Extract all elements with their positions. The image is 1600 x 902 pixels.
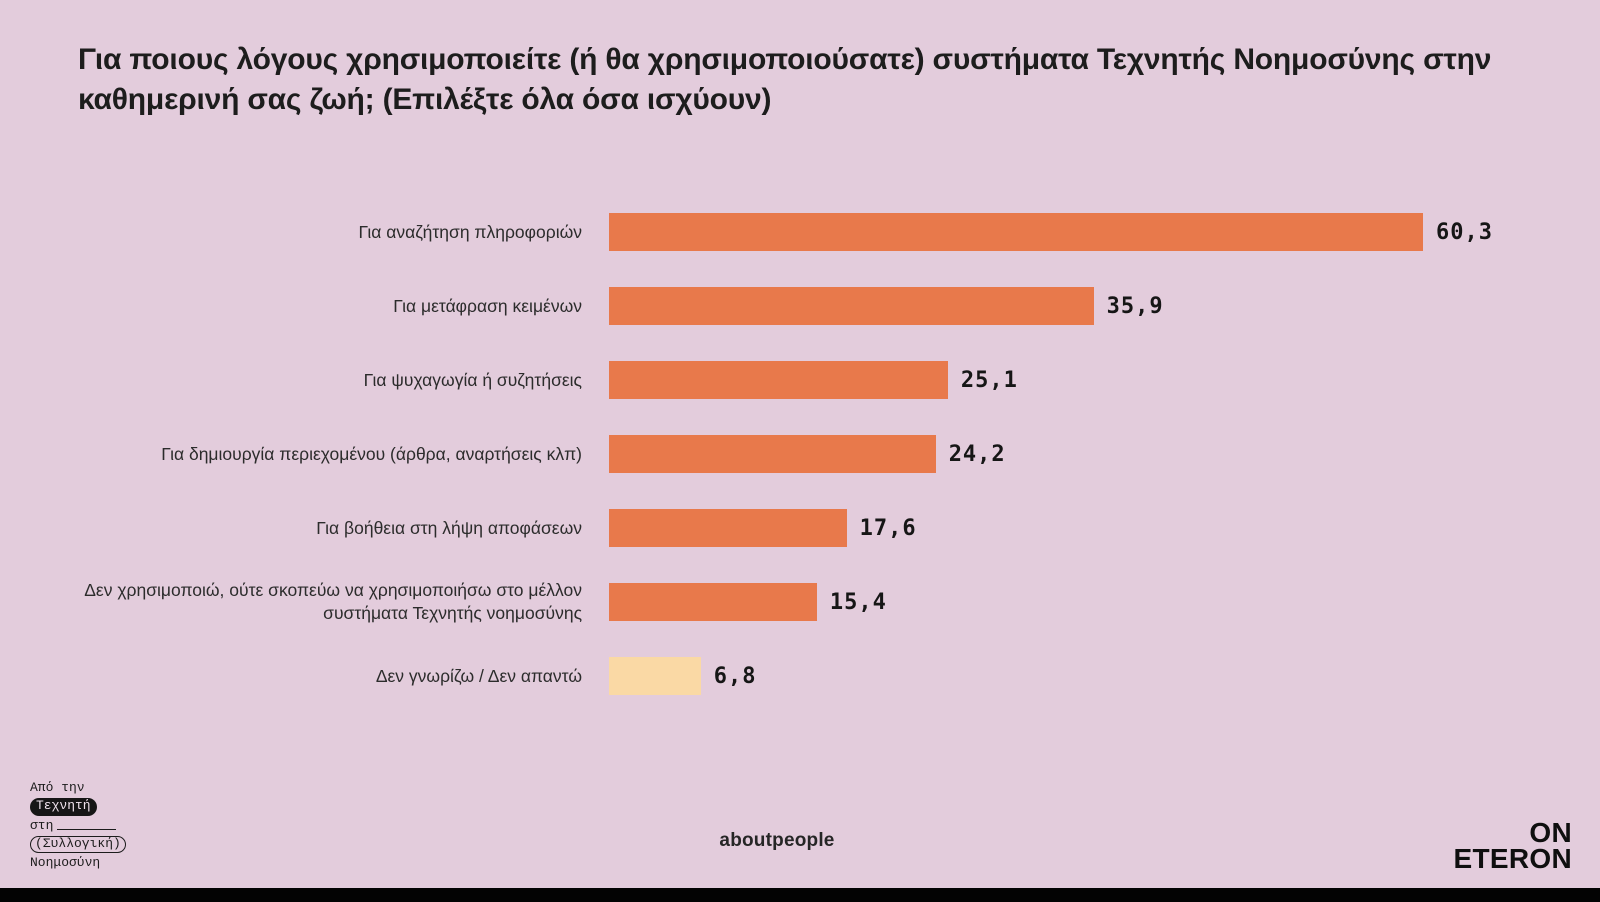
bar-value-label: 6,8 [713, 663, 757, 689]
bar-value-label: 35,9 [1106, 293, 1164, 319]
bar-value-label: 60,3 [1436, 219, 1494, 245]
aboutpeople-logo: aboutpeople [719, 830, 835, 851]
eteron-logo-line1: ON [1529, 817, 1572, 848]
bar-row: Για ψυχαγωγία ή συζητήσεις 25,1 [78, 343, 1578, 417]
project-logo-line5: Νοημοσύνη [30, 855, 101, 871]
bar-category-label: Δεν γνωρίζω / Δεν απαντώ [375, 665, 582, 686]
bar-value-label: 24,2 [948, 441, 1006, 467]
bar [609, 287, 1094, 325]
bar-row: Δεν χρησιμοποιώ, ούτε σκοπεύω να χρησιμο… [78, 565, 1578, 639]
bar-category-label: Για μετάφραση κειμένων [393, 295, 582, 316]
project-logo-line3: στη [30, 817, 54, 833]
bar-category-label: Για δημιουργία περιεχομένου (άρθρα, αναρ… [161, 443, 582, 464]
project-logo-line4-pill: (Συλλογική) [30, 835, 126, 854]
project-logo: Από την Τεχνητή στη (Συλλογική) Νοημοσύν… [30, 780, 126, 873]
bottom-border [0, 888, 1600, 902]
bar-category-label: Για βοήθεια στη λήψη αποφάσεων [316, 517, 582, 538]
project-logo-divider-line [57, 828, 116, 830]
bar-row: Δεν γνωρίζω / Δεν απαντώ 6,8 [78, 639, 1578, 713]
bar [609, 361, 948, 399]
bar-value-label: 17,6 [859, 515, 917, 541]
chart-title: Για ποιους λόγους χρησιμοποιείτε (ή θα χ… [78, 43, 1492, 116]
bar [609, 509, 847, 547]
bar-row: Για μετάφραση κειμένων 35,9 [78, 269, 1578, 343]
bar-row: Για δημιουργία περιεχομένου (άρθρα, αναρ… [78, 417, 1578, 491]
eteron-logo-line2: ETERON [1453, 843, 1572, 875]
bar [609, 583, 817, 621]
bar-chart: Για αναζήτηση πληροφοριών 60,3 Για μετάφ… [78, 195, 1578, 713]
bar-value-label: 25,1 [960, 367, 1018, 393]
bar [609, 435, 936, 473]
project-logo-line2-pill: Τεχνητή [30, 798, 97, 816]
bar-row: Για αναζήτηση πληροφοριών 60,3 [78, 195, 1578, 269]
bar-category-label: Για αναζήτηση πληροφοριών [358, 221, 583, 242]
bar-category-label: Για ψυχαγωγία ή συζητήσεις [363, 369, 582, 390]
bar-row: Για βοήθεια στη λήψη αποφάσεων 17,6 [78, 491, 1578, 565]
bar-value-label: 15,4 [829, 589, 887, 615]
bar-category-label: Δεν χρησιμοποιώ, ούτε σκοπεύω να χρησιμο… [84, 580, 582, 623]
project-logo-line1: Από την [30, 780, 85, 795]
bar [609, 213, 1424, 251]
eteron-logo: ON ETERON [1453, 817, 1572, 875]
bar [609, 657, 701, 695]
